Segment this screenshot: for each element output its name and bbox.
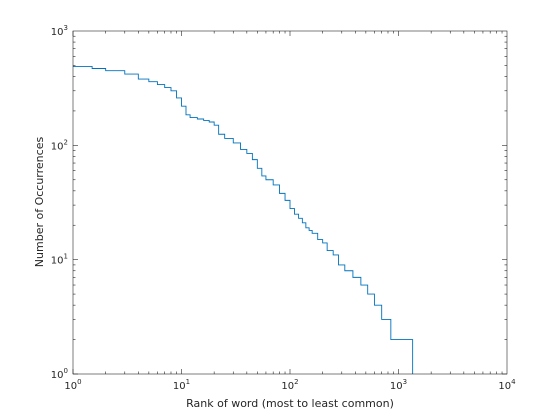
y-tick-label: 100 bbox=[51, 367, 68, 381]
x-tick-label: 102 bbox=[281, 378, 298, 392]
x-axis-label: Rank of word (most to least common) bbox=[186, 397, 394, 410]
series-line bbox=[73, 65, 414, 374]
y-axis-label: Number of Occurrences bbox=[33, 137, 46, 268]
y-tick-label: 101 bbox=[51, 253, 68, 267]
x-tick-label: 104 bbox=[498, 378, 516, 392]
x-tick-label: 103 bbox=[390, 378, 407, 392]
y-tick-label: 102 bbox=[51, 138, 68, 152]
tick-marks bbox=[72, 31, 507, 375]
x-tick-label: 101 bbox=[173, 378, 190, 392]
plot-frame bbox=[72, 30, 508, 375]
x-tick-label: 100 bbox=[64, 378, 81, 392]
y-tick-label: 103 bbox=[51, 24, 68, 38]
series-group bbox=[73, 65, 414, 374]
tick-labels: 100 101 102 103 104 100 101 102 103 bbox=[51, 24, 516, 392]
